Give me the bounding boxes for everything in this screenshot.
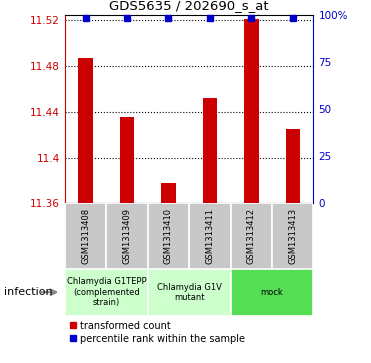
Bar: [148, 203, 189, 269]
Text: GSM1313409: GSM1313409: [122, 208, 132, 264]
Bar: [244, 19, 259, 203]
Text: mock: mock: [261, 288, 283, 297]
Text: GSM1313413: GSM1313413: [288, 208, 297, 264]
Text: GSM1313411: GSM1313411: [206, 208, 214, 264]
Text: GSM1313410: GSM1313410: [164, 208, 173, 264]
Bar: [286, 129, 300, 203]
Bar: [65, 203, 106, 269]
Text: Chlamydia G1TEPP
(complemented
strain): Chlamydia G1TEPP (complemented strain): [66, 277, 146, 307]
Bar: [231, 269, 313, 316]
Bar: [148, 269, 231, 316]
Bar: [189, 203, 231, 269]
Bar: [231, 203, 272, 269]
Text: GSM1313408: GSM1313408: [81, 208, 90, 264]
Bar: [272, 203, 313, 269]
Bar: [78, 58, 93, 203]
Bar: [106, 203, 148, 269]
Text: Chlamydia G1V
mutant: Chlamydia G1V mutant: [157, 282, 221, 302]
Title: GDS5635 / 202690_s_at: GDS5635 / 202690_s_at: [109, 0, 269, 12]
Text: infection: infection: [4, 287, 52, 297]
Bar: [203, 98, 217, 203]
Bar: [65, 269, 148, 316]
Text: GSM1313412: GSM1313412: [247, 208, 256, 264]
Bar: [120, 118, 134, 203]
Bar: [161, 183, 176, 203]
Legend: transformed count, percentile rank within the sample: transformed count, percentile rank withi…: [70, 321, 246, 344]
